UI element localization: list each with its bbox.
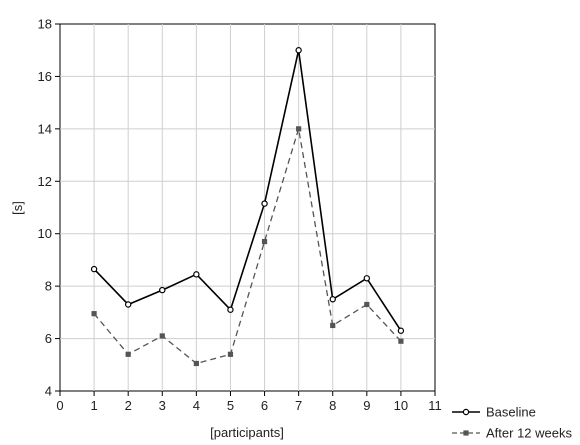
x-tick-label: 8 (329, 398, 336, 413)
y-tick-label: 8 (45, 279, 52, 294)
legend-label-after-12-weeks: After 12 weeks (486, 426, 572, 441)
y-tick-label: 16 (38, 69, 52, 84)
y-axis-label: [s] (10, 201, 25, 215)
x-tick-label: 10 (394, 398, 408, 413)
y-tick-label: 4 (45, 384, 52, 399)
data-point-after-12-weeks (296, 126, 302, 132)
data-point-after-12-weeks (159, 333, 165, 339)
x-tick-label: 11 (428, 398, 442, 413)
data-point-baseline (261, 200, 268, 207)
x-axis-label: [participants] (210, 425, 284, 440)
x-tick-label: 7 (295, 398, 302, 413)
data-point-baseline (124, 301, 132, 308)
data-point-after-12-weeks (193, 360, 199, 367)
y-tick-label: 14 (38, 121, 52, 136)
x-tick-label: 0 (56, 398, 63, 413)
y-tick-label: 6 (45, 331, 52, 346)
data-point-after-12-weeks (261, 238, 268, 245)
legend-label-baseline: Baseline (486, 405, 536, 420)
x-tick-label: 4 (193, 398, 200, 413)
series-layer (90, 47, 405, 367)
data-point-baseline (159, 286, 166, 294)
x-tick-label: 3 (159, 398, 166, 413)
data-point-baseline (90, 265, 98, 273)
y-tick-label: 10 (38, 226, 52, 241)
series-line-after-12-weeks (93, 128, 402, 365)
data-point-after-12-weeks (463, 430, 469, 436)
data-point-after-12-weeks (227, 351, 234, 357)
x-tick-label: 6 (261, 398, 268, 413)
data-point-after-12-weeks (398, 338, 404, 344)
legend: Baseline After 12 weeks (452, 405, 572, 441)
data-point-baseline (397, 327, 405, 334)
plot-area (59, 23, 436, 392)
data-point-after-12-weeks (330, 322, 336, 329)
data-point-after-12-weeks (364, 301, 370, 308)
data-point-baseline (295, 47, 302, 54)
series-baseline (90, 47, 405, 334)
data-point-baseline (227, 306, 234, 313)
x-tick-label: 9 (363, 398, 370, 413)
data-point-baseline (193, 271, 200, 278)
x-tick-label: 5 (227, 398, 234, 413)
data-point-baseline (329, 296, 336, 303)
y-tick-label: 12 (38, 174, 52, 189)
grid-lines (60, 24, 435, 391)
series-after-12-weeks (91, 126, 404, 367)
x-tick-label: 2 (125, 398, 132, 413)
y-tick-label: 18 (38, 17, 52, 32)
series-line-baseline (93, 50, 402, 332)
data-point-baseline (462, 408, 470, 416)
data-point-baseline (363, 275, 371, 282)
data-point-after-12-weeks (125, 351, 131, 357)
data-point-after-12-weeks (91, 311, 97, 317)
x-tick-label: 1 (90, 398, 97, 413)
